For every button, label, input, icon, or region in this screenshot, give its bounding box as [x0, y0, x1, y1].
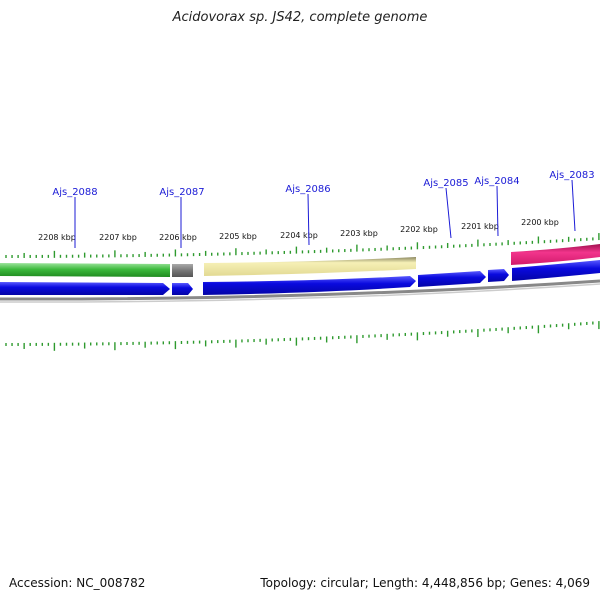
tick-label: 2204 kbp — [280, 231, 318, 240]
tick-label: 2203 kbp — [340, 229, 378, 238]
tick-label: 2202 kbp — [400, 225, 438, 234]
gene-label-ajs-2088[interactable]: Ajs_2088 — [52, 187, 97, 198]
tick-label: 2201 kbp — [461, 222, 499, 231]
genome-backbone-shadow — [0, 283, 600, 303]
top-scale-ticks — [5, 233, 600, 258]
tick-label: 2205 kbp — [219, 232, 257, 241]
tick-label: 2200 kbp — [521, 218, 559, 227]
gene-labels: Ajs_2088 Ajs_2087 Ajs_2086 Ajs_2085 Ajs_… — [52, 170, 594, 198]
map-title: Acidovorax sp. JS42, complete genome — [172, 10, 428, 25]
cds-arrow-ajs-2083[interactable] — [512, 260, 600, 281]
feature-pink[interactable] — [511, 244, 600, 265]
cds-arrow-ajs-2086[interactable] — [203, 276, 416, 295]
bottom-scale-ticks — [5, 321, 600, 351]
genome-backbone — [0, 279, 600, 301]
feature-green[interactable] — [0, 263, 170, 277]
gene-label-ajs-2084[interactable]: Ajs_2084 — [474, 176, 519, 187]
cds-arrow-ajs-2084[interactable] — [488, 269, 509, 282]
scale-labels: 2208 kbp 2207 kbp 2206 kbp 2205 kbp 2204… — [38, 218, 559, 242]
genome-summary-text: Topology: circular; Length: 4,448,856 bp… — [260, 576, 590, 590]
tick-label: 2207 kbp — [99, 233, 137, 242]
accession-text: Accession: NC_008782 — [9, 576, 146, 590]
gene-label-ajs-2083[interactable]: Ajs_2083 — [549, 170, 594, 181]
gene-label-ajs-2085[interactable]: Ajs_2085 — [423, 178, 468, 189]
cds-arrow-ajs-2088[interactable] — [0, 282, 170, 295]
cds-arrow-ajs-2085[interactable] — [418, 271, 486, 287]
gene-label-ajs-2087[interactable]: Ajs_2087 — [159, 187, 204, 198]
gene-callout-lines — [74, 179, 576, 248]
gene-label-ajs-2086[interactable]: Ajs_2086 — [285, 184, 330, 195]
feature-yellow[interactable] — [204, 257, 416, 276]
feature-gray[interactable] — [172, 264, 193, 277]
tick-label: 2206 kbp — [159, 233, 197, 242]
cds-arrow-ajs-2087[interactable] — [172, 283, 193, 295]
tick-label: 2208 kbp — [38, 233, 76, 242]
